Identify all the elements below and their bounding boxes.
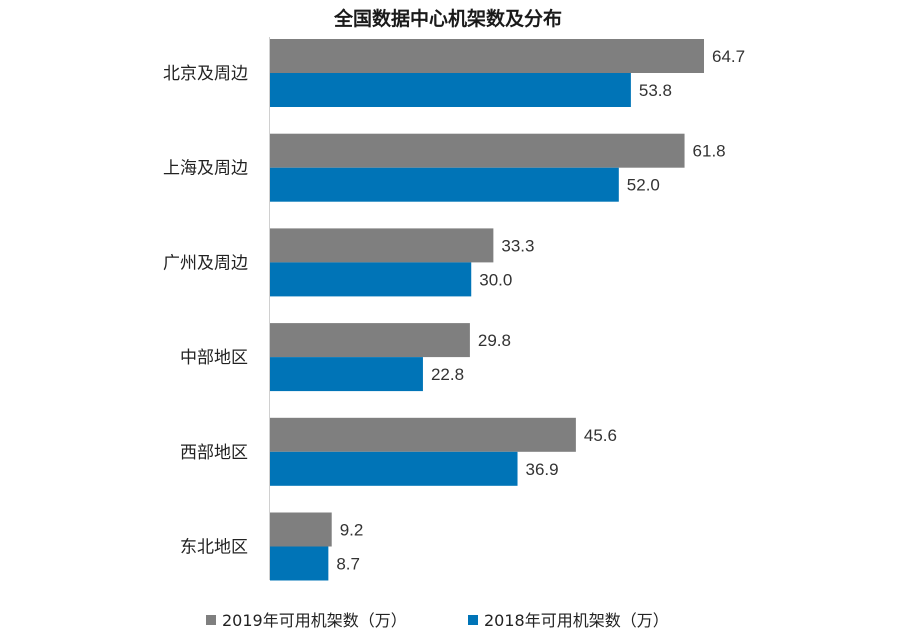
bar-2018-0 xyxy=(270,73,631,107)
bars-group: 北京及周边 64.7 53.8 上海及周边 61.8 52.0 广州及周边 33.3 30.0 中… xyxy=(163,39,745,581)
category-label: 东北地区 xyxy=(180,538,248,558)
bar-2019-0 xyxy=(270,39,704,73)
legend-swatch xyxy=(206,615,216,625)
category-label: 中部地区 xyxy=(180,348,248,368)
category-label: 广州及周边 xyxy=(163,253,248,273)
legend-label: 2018年可用机架数（万） xyxy=(484,611,669,630)
legend-swatch xyxy=(468,615,478,625)
bar-2018-1 xyxy=(270,167,619,202)
data-label: 33.3 xyxy=(501,236,534,255)
data-label: 9.2 xyxy=(340,521,364,540)
legend-label: 2019年可用机架数（万） xyxy=(222,611,407,630)
category-label: 上海及周边 xyxy=(163,159,248,179)
data-label: 53.8 xyxy=(639,81,672,100)
data-label: 52.0 xyxy=(627,176,660,195)
bar-2018-5 xyxy=(270,546,329,581)
bar-2019-3 xyxy=(270,323,470,358)
bar-2018-3 xyxy=(270,357,423,392)
bar-2018-2 xyxy=(270,262,472,297)
data-label: 61.8 xyxy=(693,142,726,161)
bar-2018-4 xyxy=(270,451,518,486)
data-label: 64.7 xyxy=(712,47,745,66)
legend: 2019年可用机架数（万） 2018年可用机架数（万） xyxy=(206,611,669,630)
bar-2019-4 xyxy=(270,417,576,452)
data-label: 45.6 xyxy=(584,426,617,445)
data-label: 29.8 xyxy=(478,331,511,350)
bar-2019-1 xyxy=(270,133,685,168)
data-label: 30.0 xyxy=(479,270,512,289)
category-label: 西部地区 xyxy=(180,443,248,463)
bar-2019-5 xyxy=(270,512,332,547)
bar-2019-2 xyxy=(270,228,494,263)
data-label: 36.9 xyxy=(526,460,559,479)
chart-title: 全国数据中心机架数及分布 xyxy=(333,7,562,30)
data-label: 22.8 xyxy=(431,365,464,384)
data-label: 8.7 xyxy=(336,555,360,574)
category-label: 北京及周边 xyxy=(163,64,248,84)
